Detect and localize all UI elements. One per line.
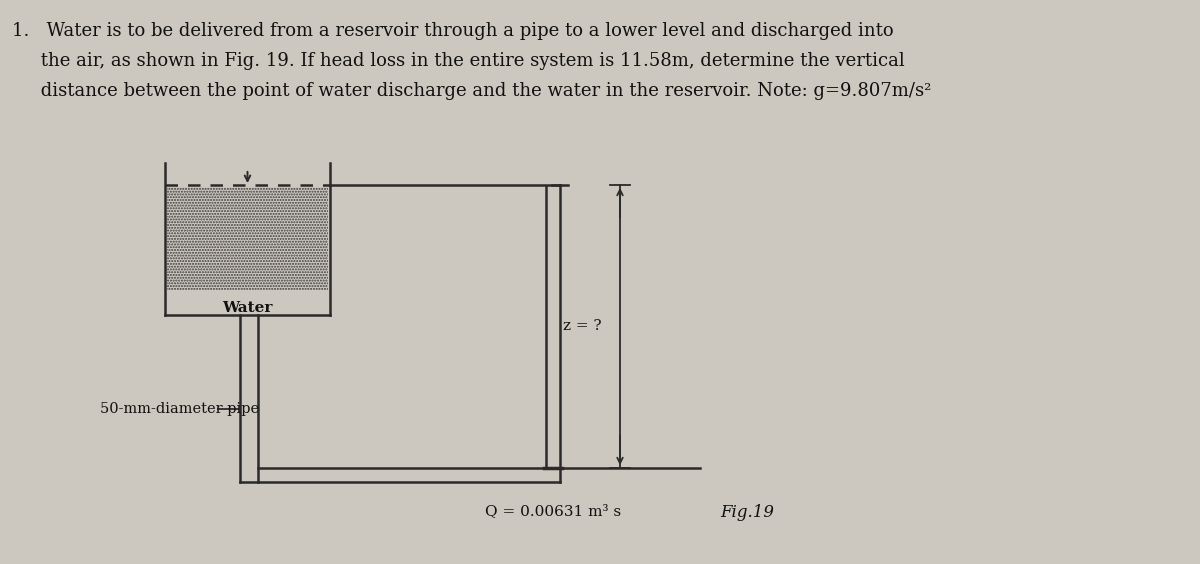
Text: 50-mm-diameter pipe: 50-mm-diameter pipe: [100, 402, 259, 416]
Text: the air, as shown in Fig. 19. If head loss in the entire system is 11.58m, deter: the air, as shown in Fig. 19. If head lo…: [12, 52, 905, 70]
Text: Q = 0.00631 m³ s: Q = 0.00631 m³ s: [485, 504, 622, 518]
Text: 1.   Water is to be delivered from a reservoir through a pipe to a lower level a: 1. Water is to be delivered from a reser…: [12, 22, 894, 40]
Text: Water: Water: [222, 301, 272, 315]
Text: distance between the point of water discharge and the water in the reservoir. No: distance between the point of water disc…: [12, 82, 931, 100]
Text: z = ?: z = ?: [563, 319, 602, 333]
Text: Fig.19: Fig.19: [720, 504, 774, 521]
Bar: [167, 187, 328, 290]
